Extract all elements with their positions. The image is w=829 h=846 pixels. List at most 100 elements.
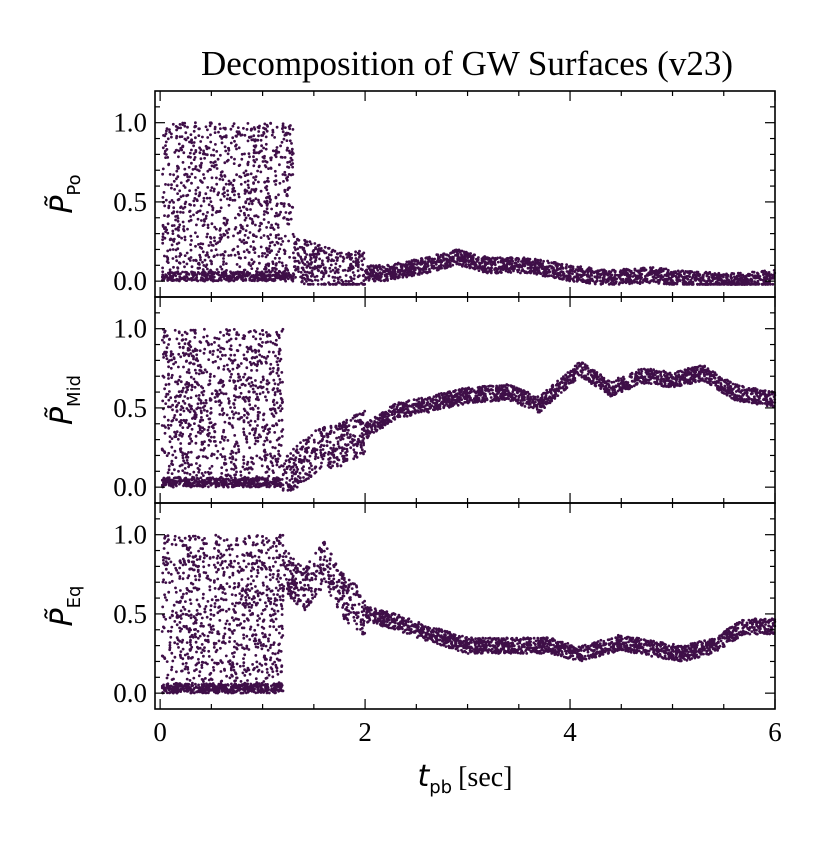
scatter-point	[190, 439, 194, 443]
scatter-point	[245, 207, 249, 211]
scatter-point	[176, 216, 180, 220]
scatter-point	[473, 267, 477, 271]
scatter-point	[221, 353, 224, 357]
scatter-point	[214, 248, 218, 252]
scatter-point	[247, 214, 250, 217]
scatter-point	[208, 379, 212, 382]
scatter-point	[198, 484, 202, 488]
scatter-point	[265, 129, 269, 133]
scatter-point	[418, 270, 421, 274]
scatter-point	[275, 240, 279, 244]
scatter-point	[260, 464, 264, 468]
scatter-point	[210, 392, 214, 396]
scatter-point	[258, 392, 262, 396]
scatter-point	[210, 454, 213, 458]
scatter-point	[730, 276, 734, 280]
scatter-point	[197, 267, 201, 270]
scatter-point	[323, 282, 327, 286]
scatter-point	[210, 164, 214, 168]
scatter-point	[167, 373, 170, 377]
scatter-point	[165, 153, 168, 156]
scatter-point	[255, 369, 259, 372]
scatter-point	[224, 182, 228, 186]
scatter-point	[636, 281, 639, 285]
scatter-point	[203, 271, 207, 275]
scatter-point	[291, 127, 295, 131]
scatter-point	[226, 274, 230, 278]
scatter-point	[336, 276, 340, 280]
scatter-point	[338, 275, 342, 279]
scatter-point	[188, 151, 192, 155]
scatter-point	[165, 346, 169, 350]
scatter-point	[242, 353, 246, 357]
scatter-point	[690, 282, 694, 286]
scatter-point	[207, 425, 211, 429]
scatter-point	[362, 257, 366, 261]
scatter-point	[272, 378, 276, 382]
scatter-point	[454, 260, 457, 264]
scatter-point	[190, 148, 193, 152]
scatter-point	[256, 415, 260, 419]
scatter-point	[190, 181, 193, 185]
scatter-point	[161, 235, 165, 239]
scatter-point	[269, 156, 272, 160]
scatter-point	[274, 174, 278, 178]
scatter-point	[247, 202, 251, 206]
scatter-point	[220, 472, 224, 475]
scatter-point	[479, 267, 482, 270]
scatter-point	[278, 347, 282, 351]
scatter-point	[263, 458, 267, 462]
scatter-point	[194, 441, 198, 445]
scatter-point	[245, 378, 249, 382]
scatter-point	[203, 481, 207, 485]
scatter-point	[275, 401, 279, 405]
scatter-point	[161, 225, 165, 228]
scatter-point	[220, 267, 224, 271]
scatter-point	[168, 478, 171, 481]
scatter-point	[268, 270, 271, 274]
scatter-point	[619, 277, 622, 280]
scatter-point	[162, 134, 165, 137]
scatter-point	[247, 251, 251, 254]
scatter-point	[299, 257, 303, 261]
scatter-point	[239, 474, 243, 477]
scatter-point	[201, 135, 204, 139]
scatter-point	[184, 338, 188, 341]
scatter-point	[285, 139, 289, 143]
scatter-point	[509, 256, 512, 260]
scatter-point	[281, 122, 285, 126]
scatter-point	[257, 134, 260, 138]
scatter-point	[181, 161, 185, 164]
scatter-point	[161, 196, 165, 199]
scatter-point	[291, 206, 295, 209]
scatter-point	[307, 264, 310, 268]
scatter-point	[246, 350, 249, 354]
scatter-point	[662, 267, 666, 271]
scatter-point	[243, 189, 247, 193]
scatter-point	[441, 255, 445, 258]
scatter-point	[164, 156, 168, 160]
scatter-point	[232, 413, 236, 416]
scatter-point	[228, 379, 232, 383]
scatter-point	[164, 426, 167, 429]
scatter-point	[280, 435, 284, 438]
scatter-point	[327, 253, 331, 256]
scatter-point	[580, 274, 583, 278]
scatter-point	[349, 275, 352, 279]
scatter-point	[190, 139, 193, 143]
scatter-point	[183, 471, 187, 475]
scatter-point	[247, 398, 251, 402]
scatter-point	[277, 250, 280, 254]
scatter-point	[161, 238, 165, 242]
scatter-point	[212, 154, 216, 157]
scatter-point	[261, 252, 264, 255]
scatter-point	[209, 189, 213, 192]
scatter-point	[559, 274, 562, 277]
scatter-point	[222, 364, 226, 368]
scatter-point	[189, 450, 193, 454]
scatter-point	[358, 254, 362, 257]
scatter-point	[256, 485, 260, 489]
scatter-point	[400, 269, 403, 273]
scatter-point	[208, 124, 212, 128]
scatter-point	[296, 266, 300, 270]
